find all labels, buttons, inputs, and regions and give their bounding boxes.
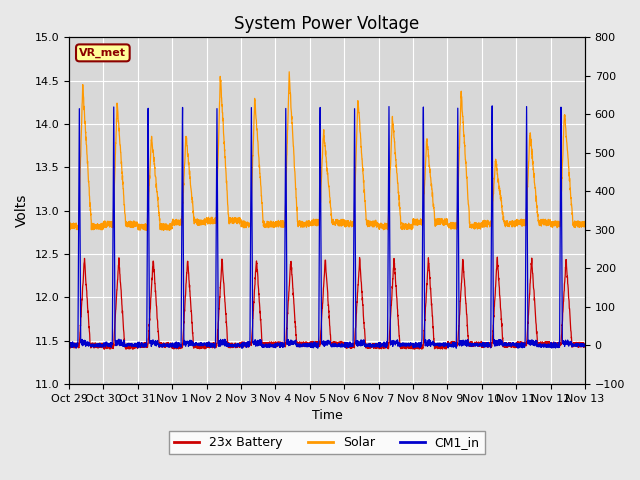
- 23x Battery: [285, 284, 293, 290]
- Solar: [572, 224, 579, 230]
- 23x Battery: [581, 341, 589, 347]
- Solar: [124, 221, 132, 227]
- X-axis label: Time: Time: [312, 409, 342, 422]
- CM1_in: [155, 343, 163, 348]
- Solar: [263, 224, 271, 229]
- 23x Battery: [124, 344, 132, 350]
- 23x Battery: [572, 340, 579, 346]
- 23x Battery: [516, 343, 524, 349]
- Solar: [285, 75, 293, 81]
- CM1_in: [263, 344, 271, 349]
- Line: CM1_in: CM1_in: [69, 106, 585, 348]
- CM1_in: [65, 342, 73, 348]
- Legend: 23x Battery, Solar, CM1_in: 23x Battery, Solar, CM1_in: [169, 431, 484, 454]
- Line: 23x Battery: 23x Battery: [69, 257, 585, 349]
- CM1_in: [581, 344, 589, 349]
- Solar: [65, 222, 73, 228]
- CM1_in: [488, 103, 496, 109]
- CM1_in: [124, 341, 132, 347]
- Solar: [516, 221, 524, 227]
- Solar: [166, 228, 173, 233]
- 23x Battery: [493, 254, 501, 260]
- 23x Battery: [65, 340, 73, 346]
- 23x Battery: [410, 346, 418, 352]
- CM1_in: [516, 345, 524, 350]
- Title: System Power Voltage: System Power Voltage: [234, 15, 420, 33]
- Y-axis label: Volts: Volts: [15, 194, 29, 228]
- CM1_in: [285, 340, 293, 346]
- Solar: [581, 224, 589, 229]
- 23x Battery: [263, 343, 271, 349]
- Text: VR_met: VR_met: [79, 48, 126, 58]
- CM1_in: [572, 343, 579, 349]
- CM1_in: [238, 345, 246, 351]
- Line: Solar: Solar: [69, 72, 585, 230]
- Solar: [285, 69, 293, 75]
- 23x Battery: [155, 332, 163, 337]
- Solar: [155, 203, 163, 208]
